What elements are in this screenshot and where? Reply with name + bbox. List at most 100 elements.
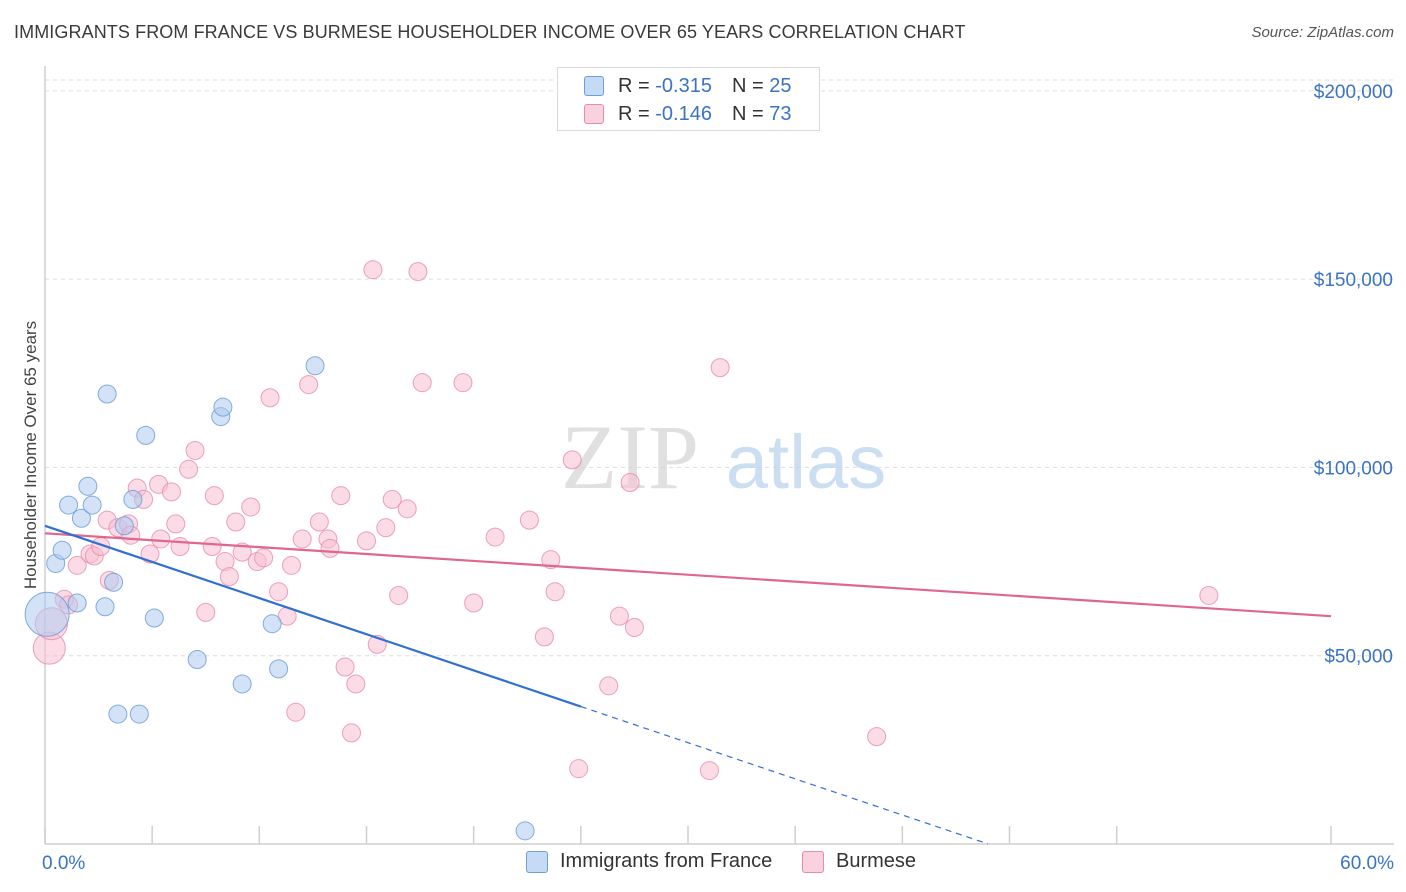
legend-row-burmese: R = -0.146 N = 73 (584, 102, 791, 126)
burmese-point (269, 582, 289, 602)
burmese-point (196, 602, 216, 622)
burmese-point (281, 555, 301, 575)
france-point (104, 572, 124, 592)
burmese-point (397, 499, 417, 519)
burmese-point (204, 486, 224, 506)
burmese-point (309, 512, 329, 532)
burmese-point (376, 518, 396, 538)
burmese-trend-line (44, 532, 1332, 618)
burmese-point (620, 472, 640, 492)
burmese-point (170, 536, 190, 556)
france-point (114, 516, 134, 536)
chart-source: Source: ZipAtlas.com (1251, 24, 1394, 41)
legend-n-label: N = (731, 102, 764, 125)
burmese-point (382, 489, 402, 509)
france-point (82, 495, 102, 515)
france-point (305, 356, 325, 376)
burmese-point (562, 450, 582, 470)
burmese-point (412, 373, 432, 393)
burmese-point (260, 388, 280, 408)
burmese-point (464, 593, 484, 613)
series-legend-burmese[interactable]: Burmese (802, 850, 916, 873)
france-point (108, 704, 128, 724)
burmese-point (710, 358, 730, 378)
france-point (52, 540, 72, 560)
france-point (97, 384, 117, 404)
france-point (123, 489, 143, 509)
burmese-point (202, 536, 222, 556)
france-points (24, 356, 535, 841)
france-point (269, 659, 289, 679)
burmese-point (534, 627, 554, 647)
burmese-point (545, 582, 565, 602)
legend-n-value: 73 (769, 102, 792, 125)
y-axis-label: Householder Income Over 65 years (21, 321, 40, 589)
france-trend-line (44, 524, 582, 708)
burmese-point (292, 529, 312, 549)
burmese-point (185, 440, 205, 460)
burmese-point (320, 538, 340, 558)
burmese-point (179, 459, 199, 479)
legend-swatch-france (584, 76, 604, 96)
burmese-point (599, 676, 619, 696)
watermark: ZIP atlas (561, 406, 886, 508)
series-legend-france[interactable]: Immigrants from France (526, 850, 772, 873)
burmese-point (867, 727, 887, 747)
legend-swatch-burmese (584, 104, 604, 124)
france-point (59, 495, 79, 515)
france-point (95, 597, 115, 617)
burmese-point (485, 527, 505, 547)
legend-r-value: -0.146 (655, 102, 712, 125)
burmese-point (624, 617, 644, 637)
france-point (262, 614, 282, 634)
series-label-france: Immigrants from France (560, 850, 773, 872)
series-swatch-burmese (802, 850, 824, 873)
france-point (187, 649, 207, 669)
correlation-legend: R = -0.315 N = 25 R = -0.146 N = 73 (557, 67, 820, 131)
france-point (144, 608, 164, 628)
burmese-point (609, 606, 629, 626)
legend-r-label: R = (618, 74, 650, 97)
series-label-burmese: Burmese (836, 850, 917, 872)
france-point (515, 821, 535, 841)
legend-n-value: 25 (769, 74, 792, 97)
burmese-point (166, 514, 186, 534)
burmese-point (357, 531, 376, 551)
axes (44, 66, 1394, 845)
burmese-point (241, 497, 261, 517)
france-point (24, 591, 70, 637)
chart-title: IMMIGRANTS FROM FRANCE VS BURMESE HOUSEH… (14, 22, 966, 42)
y-tick-label: $50,000 (1324, 647, 1393, 668)
burmese-point (569, 759, 589, 779)
france-point (232, 674, 252, 694)
x-tick-label: 0.0% (42, 853, 85, 874)
burmese-point (254, 548, 274, 568)
burmese-point (151, 529, 171, 549)
burmese-point (453, 373, 473, 393)
france-trend-extension (580, 705, 989, 845)
burmese-point (519, 510, 539, 530)
burmese-point (335, 657, 355, 677)
trend-lines (44, 524, 1332, 845)
series-swatch-france (526, 850, 548, 873)
legend-row-france: R = -0.315 N = 25 (584, 74, 791, 98)
burmese-point (363, 260, 383, 280)
france-point (129, 704, 149, 724)
burmese-point (346, 674, 366, 694)
burmese-point (140, 544, 160, 564)
burmese-point (408, 262, 428, 282)
france-point (71, 508, 91, 528)
burmese-point (341, 723, 361, 743)
watermark-atlas: atlas (726, 420, 887, 505)
burmese-point (226, 512, 246, 532)
france-point (213, 397, 233, 417)
burmese-point (389, 585, 409, 605)
x-tick-label: 60.0% (1340, 853, 1394, 874)
y-tick-label: $200,000 (1314, 82, 1393, 103)
burmese-point (699, 761, 719, 781)
legend-r-label: R = (618, 102, 650, 125)
tick-labels: $50,000 $100,000 $150,000 $200,000 0.0% 60.0% (42, 82, 1394, 874)
burmese-point (161, 482, 181, 502)
y-tick-label: $150,000 (1314, 270, 1393, 291)
